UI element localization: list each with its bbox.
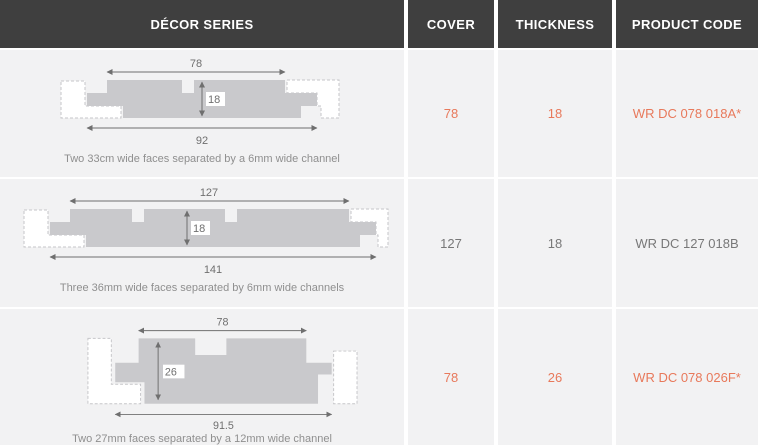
thickness-value: 18 bbox=[498, 50, 612, 177]
profile-diagram-cell-row-2: 127 18 141 Three 36mm wide faces separat… bbox=[0, 179, 404, 307]
diagram-caption: Two 27mm faces separated by a 12mm wide … bbox=[72, 433, 332, 445]
thickness-label-backing bbox=[206, 92, 225, 106]
diagram-caption: Two 33cm wide faces separated by a 6mm w… bbox=[64, 153, 340, 165]
thickness-label-backing bbox=[191, 221, 210, 235]
overall-width-dimension-label: 141 bbox=[204, 264, 222, 276]
adjacent-board-ghost-right bbox=[333, 350, 358, 405]
thickness-value: 26 bbox=[498, 309, 612, 445]
column-header-thickness: THICKNESS bbox=[498, 0, 612, 48]
board-profile-shape bbox=[50, 209, 376, 247]
thickness-dimension-label: 26 bbox=[165, 366, 177, 378]
thickness-value: 18 bbox=[498, 179, 612, 307]
cover-dimension-label: 78 bbox=[190, 58, 202, 70]
cover-value: 78 bbox=[408, 50, 494, 177]
product-code-value: WR DC 127 018B bbox=[616, 179, 758, 307]
product-code-value: WR DC 078 026F* bbox=[616, 309, 758, 445]
profile-cross-section-diagram: 78 18 92 bbox=[60, 58, 340, 147]
diagram-caption: Three 36mm wide faces separated by 6mm w… bbox=[59, 282, 345, 294]
product-code-value: WR DC 078 018A* bbox=[616, 50, 758, 177]
overall-width-dimension-label: 92 bbox=[196, 135, 208, 147]
column-header-product-code: PRODUCT CODE bbox=[616, 0, 758, 48]
adjacent-board-ghost-right bbox=[350, 208, 389, 248]
cover-dimension-label: 78 bbox=[217, 317, 229, 329]
cover-value: 78 bbox=[408, 309, 494, 445]
column-header-decor-series: DÉCOR SERIES bbox=[0, 0, 404, 48]
board-profile-shape bbox=[115, 338, 332, 404]
profile-cross-section-diagram: 78 26 91.5 bbox=[87, 317, 358, 431]
column-header-cover: COVER bbox=[408, 0, 494, 48]
thickness-dimension-label: 18 bbox=[193, 223, 205, 235]
profile-cross-section-diagram: 127 18 141 bbox=[23, 187, 389, 276]
profile-diagram-cell-row-3: 78 26 91.5 Two 27mm faces separated by a… bbox=[0, 309, 404, 445]
profile-diagram-cell-row-1: 78 18 92 Two 33cm wide faces separated b… bbox=[0, 50, 404, 177]
overall-width-dimension-label: 91.5 bbox=[213, 420, 234, 431]
thickness-dimension-label: 18 bbox=[208, 94, 220, 106]
thickness-label-backing bbox=[163, 364, 185, 379]
cover-dimension-label: 127 bbox=[200, 187, 218, 199]
cover-value: 127 bbox=[408, 179, 494, 307]
